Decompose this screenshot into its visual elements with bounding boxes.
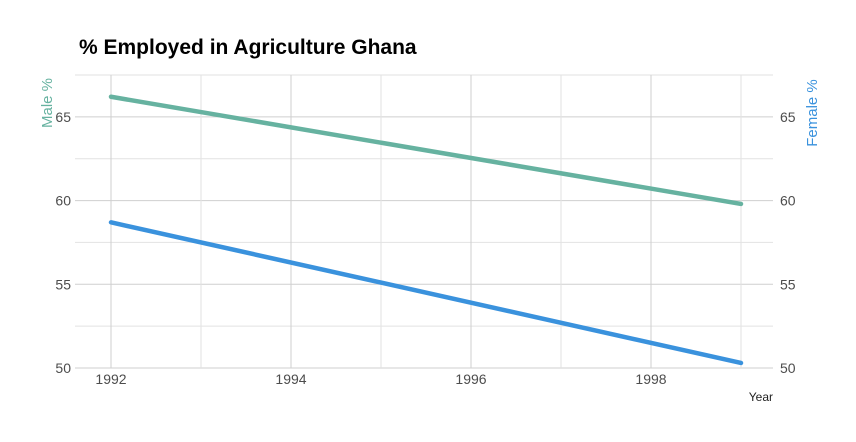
y-tick-label-left: 60: [55, 193, 71, 209]
x-axis-label: Year: [749, 390, 773, 404]
x-tick-label: 1996: [455, 371, 486, 387]
y-axis-left-label: Male %: [39, 78, 56, 128]
y-tick-label-right: 50: [780, 360, 796, 376]
x-tick-label: 1994: [275, 371, 306, 387]
grid: [75, 74, 773, 369]
tick-labels: 50 50 55 55 60 60 65 65 1992 1994 1996 1998: [55, 109, 795, 387]
y-tick-label-left: 50: [55, 360, 71, 376]
chart-title: % Employed in Agriculture Ghana: [79, 36, 417, 59]
series-layer: [108, 94, 744, 366]
series-line-female: [108, 220, 744, 366]
y-tick-label-right: 60: [780, 193, 796, 209]
y-tick-label-right: 65: [780, 109, 796, 125]
y-axis-right-label: Female %: [804, 79, 821, 147]
y-tick-label-right: 55: [780, 276, 796, 292]
x-tick-label: 1992: [95, 371, 126, 387]
y-tick-label-left: 55: [55, 276, 71, 292]
series-line-male: [108, 94, 744, 207]
y-tick-label-left: 65: [55, 109, 71, 125]
x-tick-label: 1998: [635, 371, 666, 387]
